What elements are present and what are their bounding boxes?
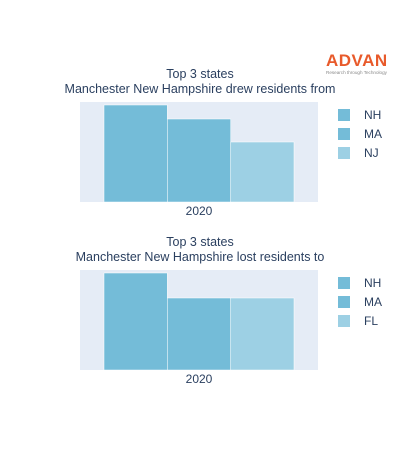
advan-logo: ADVAN Research through Technology xyxy=(326,52,396,78)
bar-nh[interactable] xyxy=(103,272,168,370)
bar-plot xyxy=(80,102,318,202)
plot-area xyxy=(80,102,318,202)
legend-swatch xyxy=(338,147,350,159)
legend-label: MA xyxy=(364,127,382,141)
bar-plot xyxy=(80,270,318,370)
legend-swatch xyxy=(338,296,350,308)
bar-nh[interactable] xyxy=(103,104,168,202)
bar-nj[interactable] xyxy=(230,141,295,202)
legend-swatch xyxy=(338,277,350,289)
legend-label: FL xyxy=(364,314,379,328)
logo-wordmark: ADVAN xyxy=(326,51,388,70)
legend-swatch xyxy=(338,315,350,327)
x-tick-label: 2020 xyxy=(185,204,213,218)
bar-fl[interactable] xyxy=(230,297,295,370)
legend-label: NH xyxy=(364,108,382,122)
legend-swatch xyxy=(338,128,350,140)
x-tick-label: 2020 xyxy=(185,372,213,386)
chart-title-line-1: Top 3 states xyxy=(166,67,234,81)
logo-tagline: Research through Technology xyxy=(326,70,387,75)
plot-area xyxy=(80,270,318,370)
bar-ma[interactable] xyxy=(167,118,231,202)
chart-title-line-2: Manchester New Hampshire lost residents … xyxy=(75,250,325,264)
chart-title-line-1: Top 3 states xyxy=(166,235,234,249)
chart-lost-to: Top 3 states Manchester New Hampshire lo… xyxy=(0,234,400,394)
legend-label: MA xyxy=(364,295,382,309)
bar-ma[interactable] xyxy=(167,297,231,370)
legend-label: NJ xyxy=(364,146,379,160)
chart-drew-from: Top 3 states Manchester New Hampshire dr… xyxy=(0,66,400,226)
chart-title-line-2: Manchester New Hampshire drew residents … xyxy=(64,82,336,96)
legend-swatch xyxy=(338,109,350,121)
legend-label: NH xyxy=(364,276,382,290)
